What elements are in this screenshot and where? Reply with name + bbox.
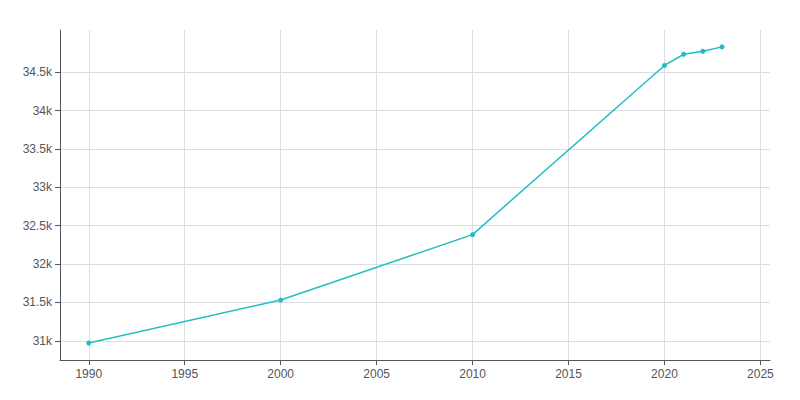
svg-text:32k: 32k (33, 257, 53, 271)
svg-text:33k: 33k (33, 180, 53, 194)
svg-text:2000: 2000 (267, 367, 294, 381)
svg-text:2020: 2020 (651, 367, 678, 381)
svg-text:1990: 1990 (75, 367, 102, 381)
svg-text:2015: 2015 (555, 367, 582, 381)
svg-text:1995: 1995 (171, 367, 198, 381)
svg-text:31k: 31k (33, 334, 53, 348)
svg-text:2010: 2010 (459, 367, 486, 381)
svg-text:33.5k: 33.5k (23, 142, 53, 156)
svg-text:34.5k: 34.5k (23, 65, 53, 79)
svg-text:32.5k: 32.5k (23, 219, 53, 233)
svg-text:2025: 2025 (747, 367, 774, 381)
svg-text:34k: 34k (33, 104, 53, 118)
svg-text:2005: 2005 (363, 367, 390, 381)
svg-text:31.5k: 31.5k (23, 295, 53, 309)
